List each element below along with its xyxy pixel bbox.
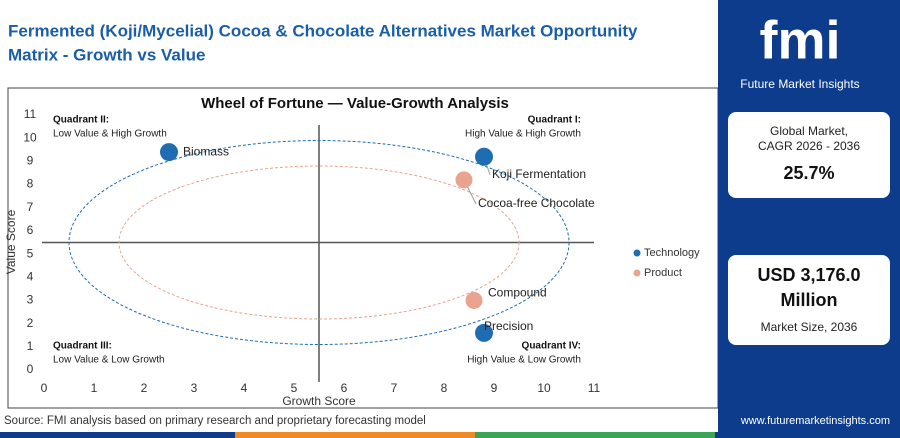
strip [715, 432, 900, 438]
y-tick-label: 10 [23, 130, 37, 144]
point-label: Koji Fermentation [492, 167, 586, 181]
y-tick-label: 11 [24, 107, 37, 121]
point-label: Compound [488, 286, 547, 300]
point [160, 143, 178, 162]
y-tick-label: 0 [27, 362, 34, 376]
strip [475, 432, 715, 438]
legend-marker [633, 269, 641, 277]
x-tick-label: 1 [91, 381, 98, 395]
y-tick-label: 4 [27, 269, 34, 283]
x-tick-label: 11 [588, 381, 601, 395]
point-label: Biomass [183, 144, 229, 158]
x-tick-label: 5 [291, 381, 298, 395]
url: www.futuremarketinsights.com [740, 415, 890, 427]
quadrant-subtitle: High Value & High Growth [465, 129, 581, 140]
x-tick-label: 4 [241, 381, 248, 395]
point-label: Precision [484, 319, 533, 333]
x-tick-label: 3 [191, 381, 198, 395]
x-tick-label: 6 [341, 381, 348, 395]
quadrant-title: Quadrant I: [528, 115, 581, 126]
chart-frame [7, 87, 719, 409]
y-tick-label: 6 [27, 223, 34, 237]
y-tick-label: 7 [27, 200, 34, 214]
quadrant-subtitle: Low Value & High Growth [53, 129, 167, 140]
quadrant-subtitle: High Value & Low Growth [467, 355, 581, 366]
card-label: CAGR 2026 - 2036 [758, 139, 860, 153]
legend-label: Product [644, 267, 682, 279]
source: Source: FMI analysis based on primary re… [4, 415, 426, 427]
point [465, 291, 483, 309]
point [475, 147, 493, 166]
sidebar [718, 0, 900, 432]
brand: Future Market Insights [740, 77, 859, 91]
card-label: Global Market, [770, 124, 848, 138]
y-tick-label: 9 [27, 154, 34, 168]
y-tick-label: 8 [27, 177, 34, 191]
ring [118, 165, 520, 320]
ring [68, 140, 570, 345]
card-value: 25.7% [783, 163, 834, 183]
legend-marker [633, 249, 641, 257]
chart-title: Wheel of Fortune — Value-Growth Analysis [201, 95, 509, 112]
x-tick-label: 9 [491, 381, 498, 395]
point [475, 323, 493, 342]
card-value: USD 3,176.0 [757, 265, 860, 285]
x-tick-label: 10 [537, 381, 551, 395]
quadrant-title: Quadrant IV: [522, 341, 581, 352]
y-tick-label: 3 [27, 293, 34, 307]
logo: fmi [760, 10, 841, 70]
quadrant-title: Quadrant II: [53, 115, 109, 126]
card [728, 112, 890, 198]
point [455, 171, 473, 189]
card-value: Million [781, 290, 838, 310]
legend-label: Technology [644, 247, 700, 259]
x-tick-label: 8 [441, 381, 448, 395]
y-tick-label: 1 [27, 339, 34, 353]
y-tick-label: 5 [27, 246, 34, 260]
strip [235, 432, 475, 438]
quadrant-subtitle: Low Value & Low Growth [53, 355, 165, 366]
x-tick-label: 2 [141, 381, 148, 395]
card-label: Market Size, 2036 [761, 320, 858, 334]
page-title: Fermented (Koji/Mycelial) Cocoa & Chocol… [8, 21, 638, 40]
y-tick-label: 2 [27, 316, 34, 330]
x-axis-label: Growth Score [282, 394, 356, 408]
strip [0, 432, 235, 438]
quadrant-title: Quadrant III: [53, 341, 112, 352]
page-title: Matrix - Growth vs Value [8, 45, 205, 64]
y-axis-label: Value Score [4, 209, 18, 274]
x-tick-label: 0 [41, 381, 48, 395]
x-tick-label: 7 [391, 381, 398, 395]
point-label: Cocoa-free Chocolate [478, 196, 595, 210]
card [728, 255, 890, 345]
